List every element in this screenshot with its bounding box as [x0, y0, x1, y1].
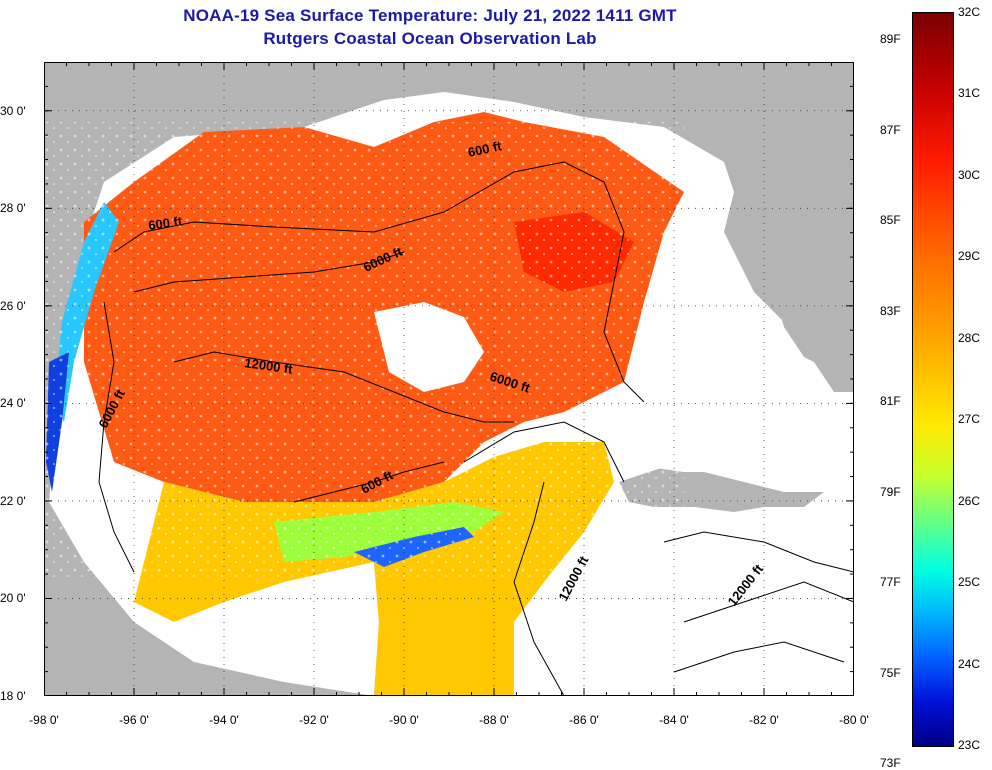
- colorbar-celsius-label: 31C: [958, 86, 981, 101]
- temperature-colorbar: [912, 12, 954, 747]
- colorbar-celsius-label: 26C: [958, 493, 981, 508]
- latitude-label: 26 0': [0, 298, 26, 313]
- colorbar-fahrenheit-label: 81F: [880, 394, 901, 409]
- contour-label: 12000 ft: [244, 355, 295, 377]
- longitude-label: -96 0': [119, 713, 149, 727]
- longitude-label: -84 0': [659, 713, 689, 727]
- colorbar-fahrenheit-label: 75F: [880, 665, 901, 680]
- colorbar-celsius-label: 25C: [958, 575, 981, 590]
- bathymetry-contours: [98, 161, 854, 696]
- longitude-label: -92 0': [299, 713, 329, 727]
- cloud-patch: [374, 302, 484, 392]
- latitude-label: 24 0': [0, 396, 26, 411]
- colorbar-celsius-label: 23C: [958, 738, 981, 752]
- colorbar-celsius-label: 29C: [958, 249, 981, 264]
- colorbar-fahrenheit-label: 89F: [880, 32, 901, 47]
- longitude-label: -88 0': [479, 713, 509, 727]
- colorbar-fahrenheit-label: 87F: [880, 122, 901, 137]
- contour-label: 600 ft: [467, 138, 504, 160]
- cloud-speckles: [44, 122, 684, 582]
- latitude-label: 22 0': [0, 493, 26, 508]
- map-title: NOAA-19 Sea Surface Temperature: July 21…: [183, 6, 677, 25]
- latitude-label: 30 0': [0, 103, 26, 118]
- longitude-label: -86 0': [569, 713, 599, 727]
- colorbar-celsius-label: 27C: [958, 412, 981, 427]
- colorbar-celsius-label: 28C: [958, 330, 981, 345]
- longitude-label: -94 0': [209, 713, 239, 727]
- longitude-label: -98 0': [29, 713, 59, 727]
- cloud-patch-east: [644, 432, 744, 472]
- florida-land: [734, 122, 854, 372]
- graticule: [44, 62, 854, 696]
- contour-label: 600 ft: [147, 213, 183, 233]
- colorbar-fahrenheit-label: 77F: [880, 575, 901, 590]
- colorbar-celsius-label: 24C: [958, 656, 981, 671]
- colorbar-fahrenheit-label: 83F: [880, 303, 901, 318]
- latitude-label: 28 0': [0, 201, 26, 216]
- longitude-label: -80 0': [839, 713, 869, 727]
- colorbar-celsius-label: 30C: [958, 167, 981, 182]
- colorbar-fahrenheit-label: 73F: [880, 756, 901, 770]
- colorbar-fahrenheit-label: 79F: [880, 484, 901, 499]
- latitude-label: 18 0': [0, 689, 26, 703]
- colorbar-celsius-label: 32C: [958, 5, 981, 19]
- map-frame: [44, 62, 854, 696]
- sst-map: 600 ft 600 ft 6000 ft 12000 ft 6000 ft 6…: [44, 62, 854, 696]
- latitude-label: 20 0': [0, 591, 26, 606]
- colorbar-fahrenheit-label: 85F: [880, 213, 901, 228]
- longitude-label: -82 0': [749, 713, 779, 727]
- map-subtitle: Rutgers Coastal Ocean Observation Lab: [263, 29, 597, 48]
- longitude-label: -90 0': [389, 713, 419, 727]
